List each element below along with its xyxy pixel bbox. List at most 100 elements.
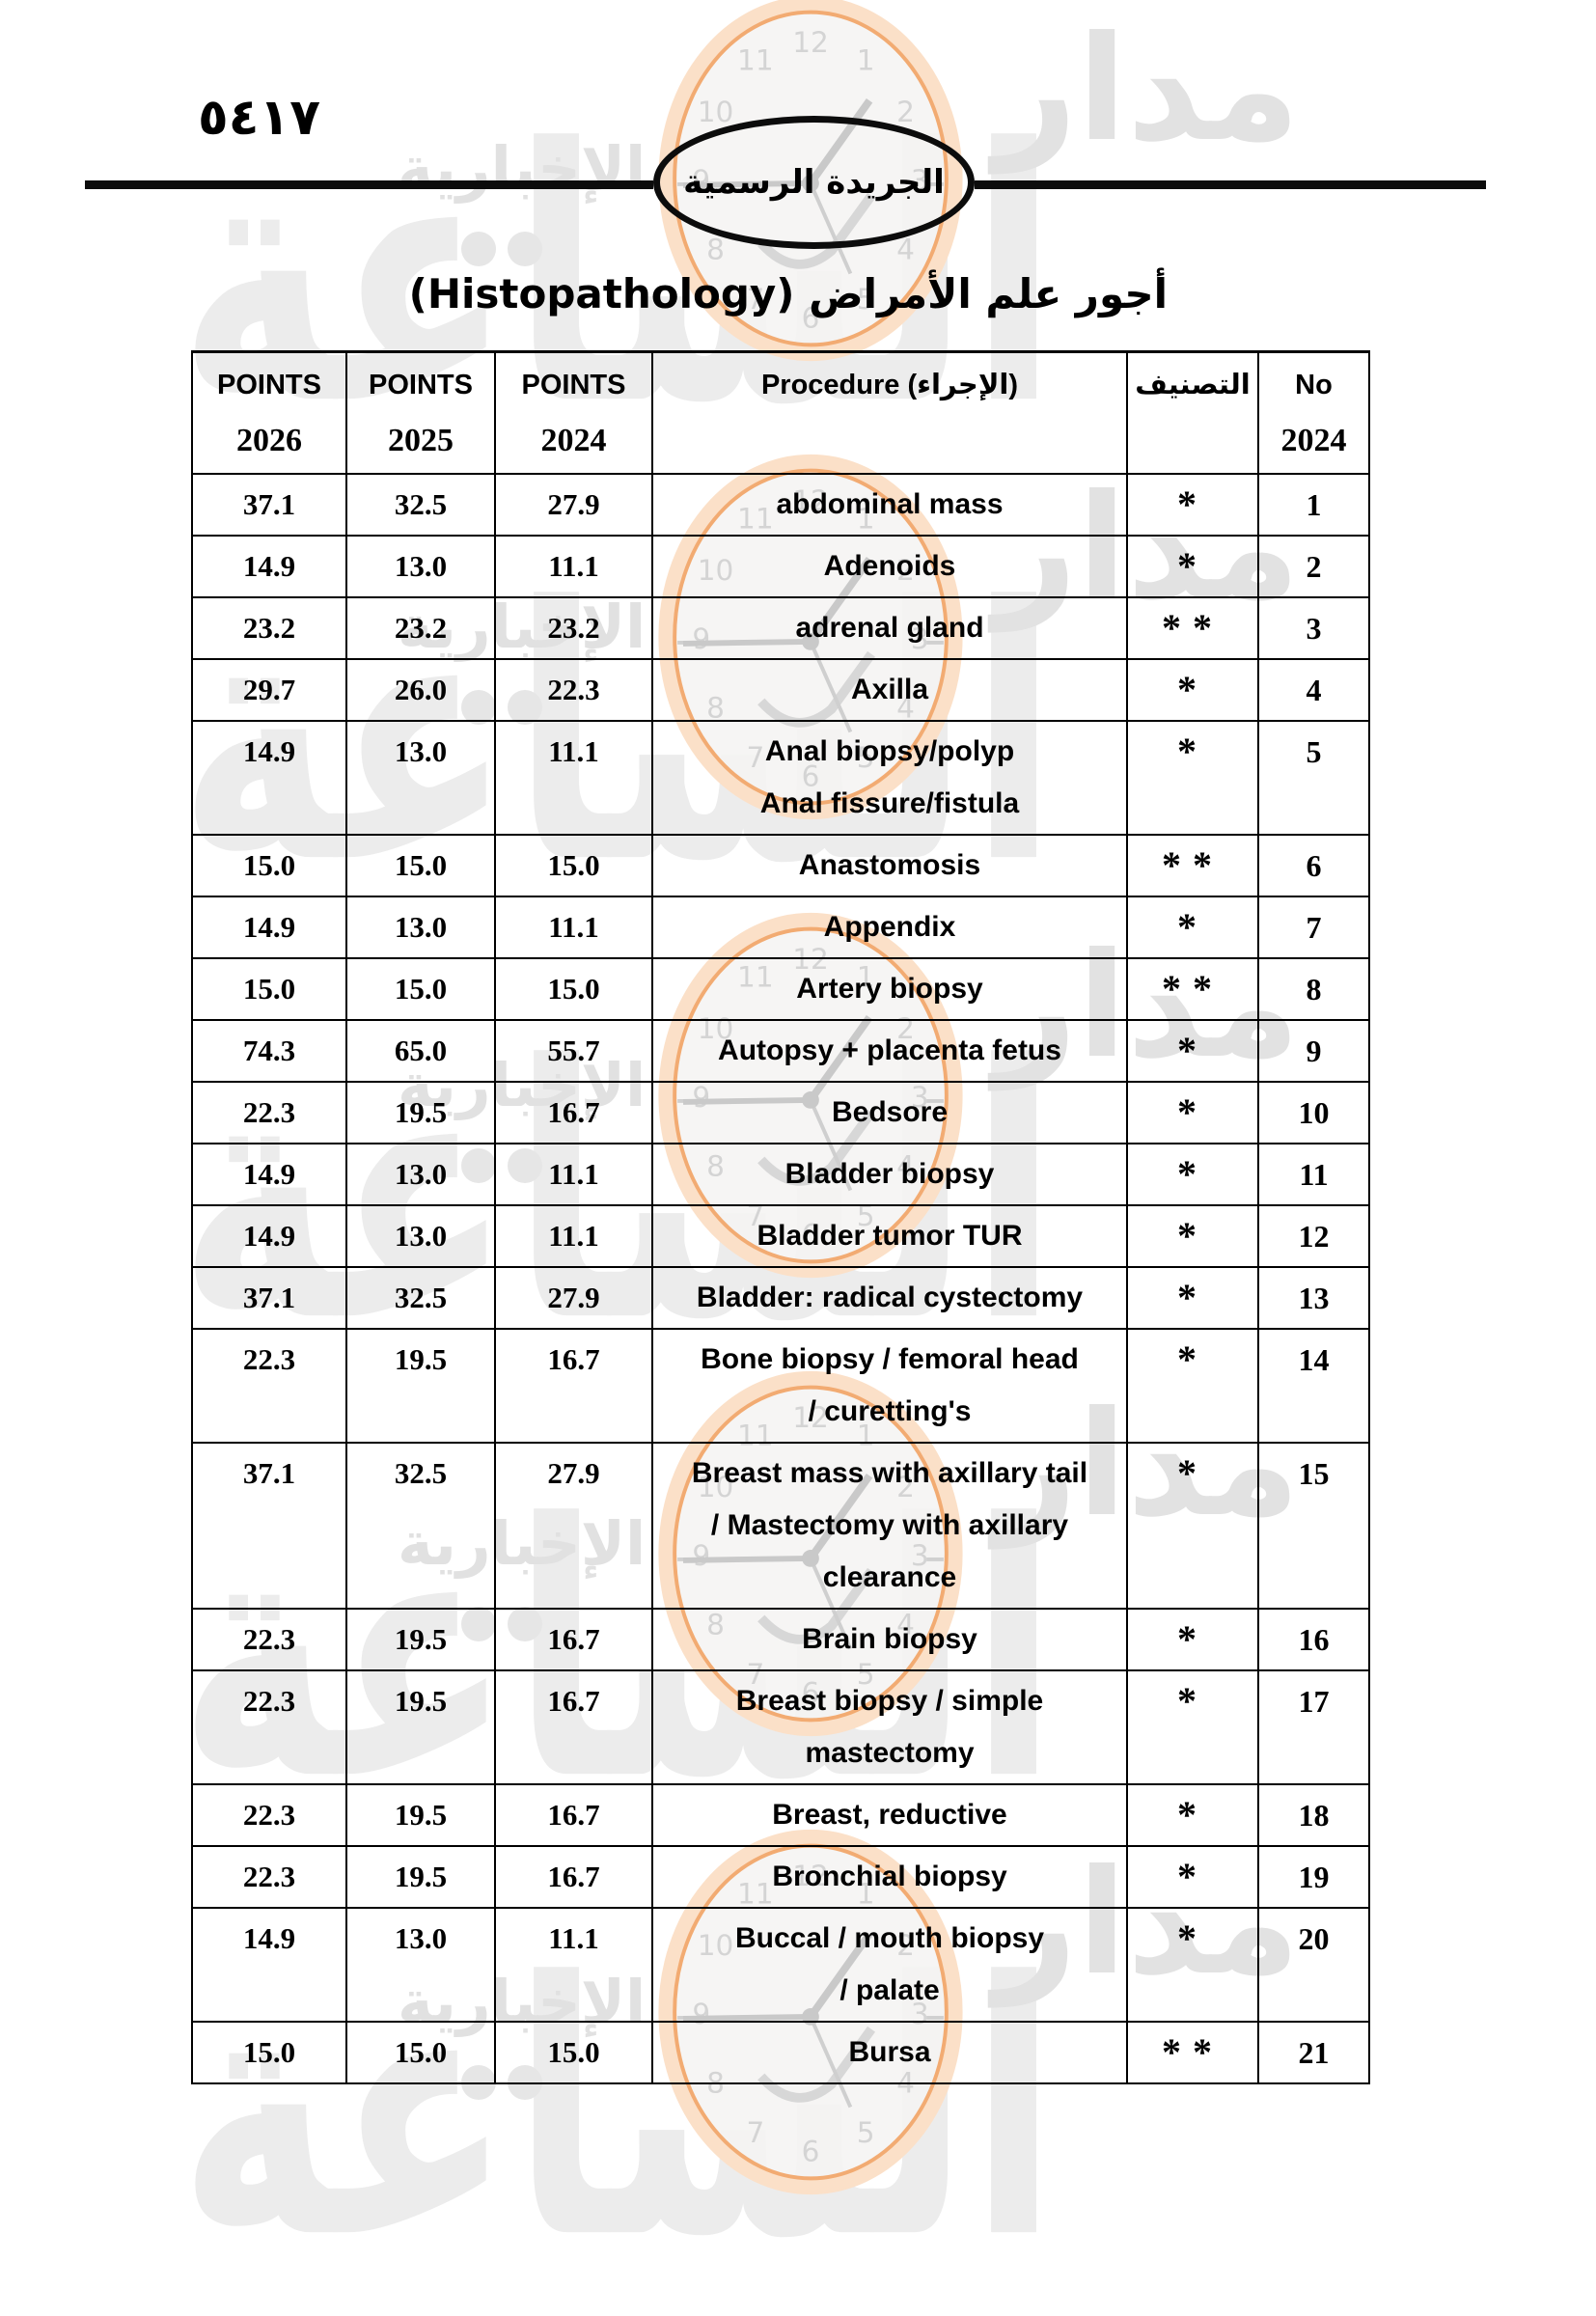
points-2024-cell: 11.1 [494,720,653,836]
points-2024-cell: 16.7 [494,1608,653,1671]
col-header-classification: التصنيف [1126,350,1259,475]
table-row: 14.9 13.0 11.1 Adenoids * 2 [191,535,1370,598]
points-2026-cell: 14.9 [191,1204,347,1268]
procedure-cell: Bladder: radical cystectomy [651,1266,1128,1330]
points-2025-cell: 32.5 [345,1442,496,1610]
points-2024-cell: 16.7 [494,1845,653,1909]
procedure-cell: Breast mass with axillary tail / Mastect… [651,1442,1128,1610]
procedure-cell: Artery biopsy [651,957,1128,1021]
row-number-cell: 11 [1257,1143,1370,1206]
points-2025-cell: 15.0 [345,834,496,897]
points-2024-cell: 27.9 [494,1442,653,1610]
classification-cell: * [1126,1669,1259,1785]
procedure-cell: Bladder tumor TUR [651,1204,1128,1268]
points-2024-cell: 16.7 [494,1669,653,1785]
table-row: 37.1 32.5 27.9 abdominal mass * 1 [191,473,1370,537]
table-row: 74.3 65.0 55.7 Autopsy + placenta fetus … [191,1019,1370,1083]
points-2025-cell: 13.0 [345,535,496,598]
table-row: 37.1 32.5 27.9 Bladder: radical cystecto… [191,1266,1370,1330]
points-2026-cell: 23.2 [191,596,347,660]
procedure-cell: Bladder biopsy [651,1143,1128,1206]
points-2024-cell: 11.1 [494,1143,653,1206]
row-number-cell: 20 [1257,1907,1370,2023]
points-2024-cell: 15.0 [494,834,653,897]
svg-text:6: 6 [802,302,820,335]
page-number: ٥٤١٧ [198,89,320,147]
procedure-cell: Bursa [651,2021,1128,2084]
classification-cell: * [1126,1907,1259,2023]
row-number-cell: 13 [1257,1266,1370,1330]
table-row: 22.3 19.5 16.7 Breast biopsy / simple ma… [191,1669,1370,1785]
table-row: 22.3 19.5 16.7 Bedsore * 10 [191,1081,1370,1144]
procedure-cell: Autopsy + placenta fetus [651,1019,1128,1083]
points-2025-cell: 13.0 [345,896,496,959]
points-2025-cell: 23.2 [345,596,496,660]
points-2024-cell: 22.3 [494,658,653,722]
points-2025-cell: 15.0 [345,957,496,1021]
row-number-cell: 9 [1257,1019,1370,1083]
points-2026-cell: 37.1 [191,473,347,537]
table-row: 14.9 13.0 11.1 Buccal / mouth biopsy / p… [191,1907,1370,2023]
row-number-cell: 6 [1257,834,1370,897]
row-number-cell: 7 [1257,896,1370,959]
table-row: 29.7 26.0 22.3 Axilla * 4 [191,658,1370,722]
points-2026-cell: 22.3 [191,1669,347,1785]
classification-cell: ** [1126,957,1259,1021]
points-2026-cell: 37.1 [191,1442,347,1610]
row-number-cell: 21 [1257,2021,1370,2084]
row-number-cell: 12 [1257,1204,1370,1268]
classification-cell: * [1126,1081,1259,1144]
points-2024-cell: 15.0 [494,2021,653,2084]
procedure-cell: Breast biopsy / simple mastectomy [651,1669,1128,1785]
points-2024-cell: 27.9 [494,1266,653,1330]
table-row: 14.9 13.0 11.1 Appendix * 7 [191,896,1370,959]
procedure-cell: Appendix [651,896,1128,959]
points-2025-cell: 15.0 [345,2021,496,2084]
points-2024-cell: 11.1 [494,1907,653,2023]
classification-cell: * [1126,720,1259,836]
watermark-text-madar: مدار [994,6,1301,174]
classification-cell: ** [1126,834,1259,897]
points-2024-cell: 23.2 [494,596,653,660]
points-2026-cell: 14.9 [191,896,347,959]
classification-cell: * [1126,1204,1259,1268]
points-2024-cell: 16.7 [494,1328,653,1444]
points-2025-cell: 19.5 [345,1081,496,1144]
table-row: 22.3 19.5 16.7 Bone biopsy / femoral hea… [191,1328,1370,1444]
svg-text:5: 5 [857,283,875,316]
classification-cell: * [1126,1783,1259,1847]
fees-table: POINTS 2026 POINTS 2025 POINTS 2024 Proc… [191,350,1370,2084]
points-2024-cell: 27.9 [494,473,653,537]
procedure-cell: Adenoids [651,535,1128,598]
gazette-badge: الجريدة الرسمية [653,116,975,249]
col-header-points-2026: POINTS 2026 [191,350,347,475]
procedure-cell: abdominal mass [651,473,1128,537]
table-row: 22.3 19.5 16.7 Breast, reductive * 18 [191,1783,1370,1847]
points-2026-cell: 37.1 [191,1266,347,1330]
points-2026-cell: 15.0 [191,834,347,897]
classification-cell: * [1126,1845,1259,1909]
classification-cell: * [1126,658,1259,722]
points-2026-cell: 14.9 [191,1143,347,1206]
page-title: أجور علم الأمراض (Histopathology) [408,270,1168,317]
gazette-badge-label: الجريدة الرسمية [683,163,945,202]
points-2024-cell: 11.1 [494,1204,653,1268]
table-row: 15.0 15.0 15.0 Anastomosis ** 6 [191,834,1370,897]
points-2025-cell: 65.0 [345,1019,496,1083]
points-2025-cell: 19.5 [345,1669,496,1785]
table-row: 37.1 32.5 27.9 Breast mass with axillary… [191,1442,1370,1610]
fees-table-body: 37.1 32.5 27.9 abdominal mass * 1 14.9 1… [191,473,1370,2084]
svg-text:5: 5 [857,2116,875,2149]
procedure-cell: Bone biopsy / femoral head / curetting's [651,1328,1128,1444]
points-2025-cell: 19.5 [345,1783,496,1847]
svg-text:6: 6 [802,2136,820,2168]
points-2024-cell: 55.7 [494,1019,653,1083]
row-number-cell: 19 [1257,1845,1370,1909]
svg-text:7: 7 [746,283,764,316]
procedure-cell: Axilla [651,658,1128,722]
points-2025-cell: 32.5 [345,473,496,537]
row-number-cell: 5 [1257,720,1370,836]
points-2026-cell: 22.3 [191,1845,347,1909]
table-row: 14.9 13.0 11.1 Bladder biopsy * 11 [191,1143,1370,1206]
procedure-cell: Breast, reductive [651,1783,1128,1847]
